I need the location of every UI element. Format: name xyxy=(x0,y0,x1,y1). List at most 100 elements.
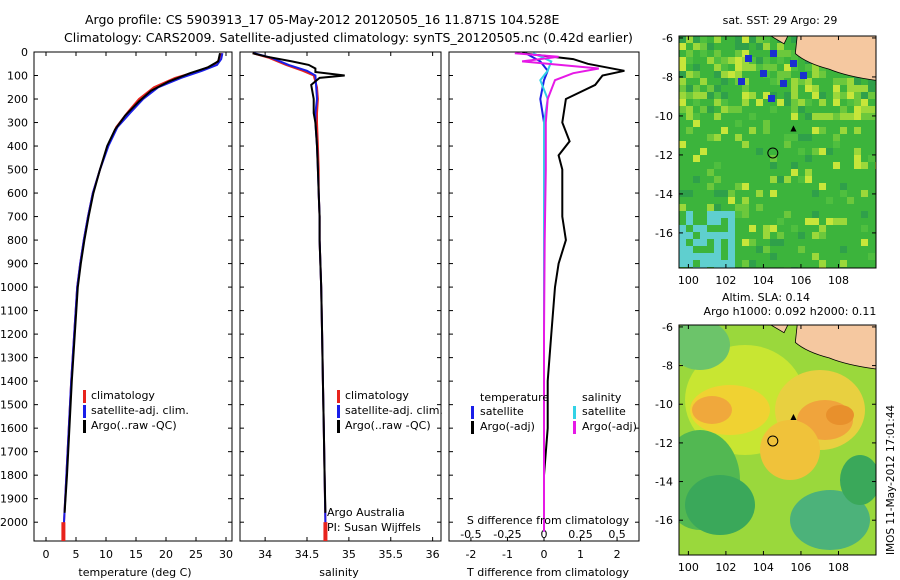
sst-cell xyxy=(735,211,742,218)
sst-cell xyxy=(819,113,826,120)
sst-cell xyxy=(784,176,791,183)
sst-cell xyxy=(854,127,861,134)
sst-cell xyxy=(840,190,847,197)
y-tick-label: -10 xyxy=(655,110,673,123)
sst-cell xyxy=(833,85,840,92)
sst-cell xyxy=(798,134,805,141)
sst-cell xyxy=(784,211,791,218)
sst-cell xyxy=(763,92,770,99)
sst-cell xyxy=(679,71,686,78)
sst-cell xyxy=(714,211,721,218)
sst-cell xyxy=(700,43,707,50)
sla-blob xyxy=(679,325,730,370)
sst-cell xyxy=(714,99,721,106)
sst-cell xyxy=(805,134,812,141)
sla-blob xyxy=(685,475,755,535)
sst-cell xyxy=(868,106,875,113)
sst-cell xyxy=(791,169,798,176)
map-frame xyxy=(678,324,877,556)
x-tick-label: 104 xyxy=(753,561,774,574)
argo-trajectory-marker: ▲ xyxy=(790,412,797,421)
sst-cell xyxy=(854,113,861,120)
sst-cell xyxy=(819,71,826,78)
sst-cell xyxy=(854,78,861,85)
sst-cell xyxy=(679,78,686,85)
series-line-1 xyxy=(521,52,625,513)
legend-swatch xyxy=(83,405,86,418)
sst-cell xyxy=(686,57,693,64)
y-tick-label: 1500 xyxy=(0,399,28,412)
sst-cell xyxy=(735,183,742,190)
sst-cell xyxy=(826,218,833,225)
sst-cell xyxy=(854,148,861,155)
y-tick-label: -16 xyxy=(655,227,673,240)
sst-cell xyxy=(791,64,798,71)
sst-cell xyxy=(693,85,700,92)
sst-cell xyxy=(784,99,791,106)
sst-cell xyxy=(700,239,707,246)
sst-cell xyxy=(714,176,721,183)
y-tick-label: 700 xyxy=(7,211,28,224)
land-java xyxy=(794,36,876,81)
y-tick-label: 1200 xyxy=(0,328,28,341)
sst-cell xyxy=(721,127,728,134)
sst-cell xyxy=(861,162,868,169)
sst-cell xyxy=(679,92,686,99)
sst-cell xyxy=(868,85,875,92)
sst-cell xyxy=(728,260,735,267)
y-tick-label: 100 xyxy=(7,70,28,83)
sst-cell xyxy=(756,204,763,211)
sst-cell xyxy=(742,260,749,267)
sst-cell xyxy=(728,211,735,218)
sst-cell xyxy=(693,155,700,162)
sst-cell xyxy=(791,134,798,141)
sst-cell xyxy=(840,246,847,253)
legend-swatch xyxy=(471,406,474,419)
top-tick-label: 0.25 xyxy=(568,528,593,541)
sst-cell xyxy=(679,64,686,71)
sst-cell xyxy=(679,43,686,50)
climatology-bottom-marker xyxy=(61,522,66,541)
land-sumatra xyxy=(770,325,789,334)
sst-cell-cold xyxy=(780,80,787,87)
sst-cell xyxy=(756,43,763,50)
y-tick-label: -16 xyxy=(655,514,673,527)
sst-cell xyxy=(714,92,721,99)
sst-cell xyxy=(686,113,693,120)
difference-xlabel: T difference from climatology xyxy=(466,566,629,579)
y-tick-label: 1900 xyxy=(0,493,28,506)
sst-cell xyxy=(861,239,868,246)
x-tick-label: 30 xyxy=(219,548,233,561)
sst-cell xyxy=(847,92,854,99)
sst-cell xyxy=(679,36,686,43)
sst-cell xyxy=(714,134,721,141)
sst-cell xyxy=(686,36,693,43)
sst-cell xyxy=(868,92,875,99)
x-tick-label: 100 xyxy=(678,561,699,574)
sst-cell xyxy=(812,218,819,225)
y-tick-label: 1400 xyxy=(0,375,28,388)
sst-cell xyxy=(707,134,714,141)
sst-cell xyxy=(819,232,826,239)
sst-cell xyxy=(735,204,742,211)
sst-cell xyxy=(721,99,728,106)
sst-cell xyxy=(721,260,728,267)
sst-cell xyxy=(721,64,728,71)
sst-cell xyxy=(798,176,805,183)
x-tick-label: 1 xyxy=(577,548,584,561)
series-line-2 xyxy=(252,52,345,513)
sst-cell xyxy=(812,71,819,78)
sst-cell xyxy=(819,148,826,155)
sst-cell xyxy=(826,197,833,204)
sst-cell xyxy=(819,92,826,99)
sst-cell xyxy=(812,211,819,218)
sst-cell xyxy=(721,57,728,64)
sst-cell xyxy=(756,64,763,71)
sst-cell xyxy=(679,106,686,113)
y-tick-label: 1000 xyxy=(0,281,28,294)
sst-cell xyxy=(847,113,854,120)
sst-cell xyxy=(770,176,777,183)
sst-cell xyxy=(756,36,763,43)
sst-cell xyxy=(791,36,798,43)
x-tick-label: 25 xyxy=(189,548,203,561)
